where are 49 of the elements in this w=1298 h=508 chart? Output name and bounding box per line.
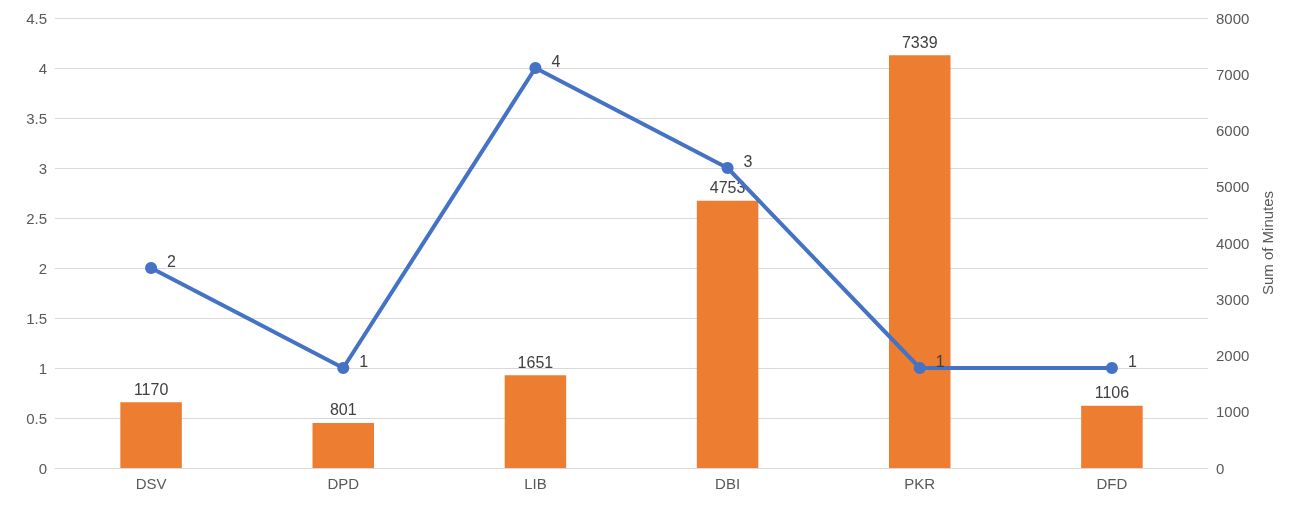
bar	[889, 55, 951, 468]
point	[145, 262, 158, 274]
bar	[1081, 405, 1143, 468]
data-label: 3	[743, 152, 753, 170]
y2-axis-title: Sum of Minutes	[1259, 190, 1277, 296]
point	[913, 362, 926, 374]
data-label: 4	[551, 52, 561, 70]
data-label: 1170	[133, 380, 169, 398]
bar	[120, 402, 182, 468]
data-label: 1	[359, 352, 369, 370]
x-tick-label: DPD	[327, 475, 360, 492]
y-tick-label: 0.5	[26, 409, 47, 427]
y-tick-label: 1.5	[26, 309, 47, 327]
x-tick-label: PKR	[904, 475, 936, 492]
y-tick-label: 2.5	[26, 209, 47, 227]
y2-tick-label: 0	[1216, 459, 1225, 477]
y2-tick-label: 4000	[1216, 234, 1250, 252]
y-tick-label: 3	[38, 159, 47, 177]
x-tick-label: LIB	[524, 475, 547, 492]
data-label: 1651	[517, 353, 554, 371]
x-tick-label: DFD	[1096, 475, 1128, 492]
y2-tick-label: 3000	[1216, 290, 1250, 308]
data-label: 1	[1127, 352, 1137, 370]
y-tick-label: 0	[38, 459, 47, 477]
data-label: 1	[935, 352, 945, 370]
y2-tick-label: 5000	[1216, 178, 1250, 196]
data-label: 7339	[901, 33, 938, 51]
bar	[312, 422, 374, 468]
x-tick-label: DSV	[135, 475, 167, 492]
y2-tick-label: 1000	[1216, 403, 1250, 421]
data-label: 2	[167, 252, 177, 270]
data-label: 1106	[1094, 384, 1130, 402]
y-tick-label: 4	[38, 59, 47, 77]
y2-tick-label: 7000	[1216, 65, 1250, 83]
y-tick-label: 3.5	[26, 109, 47, 127]
y-tick-label: 1	[38, 359, 47, 377]
y2-tick-label: 2000	[1216, 347, 1250, 364]
point	[529, 62, 542, 74]
y-tick-label: 4.5	[26, 9, 47, 27]
bar	[504, 375, 567, 468]
point	[337, 362, 350, 374]
x-tick-label: DBI	[715, 475, 741, 492]
data-label: 801	[329, 401, 357, 419]
y-tick-label: 2	[38, 259, 47, 277]
bar	[696, 200, 759, 468]
y2-tick-label: 6000	[1216, 122, 1250, 139]
y2-tick-label: 8000	[1216, 9, 1250, 27]
point	[721, 162, 734, 174]
point	[1105, 362, 1118, 374]
